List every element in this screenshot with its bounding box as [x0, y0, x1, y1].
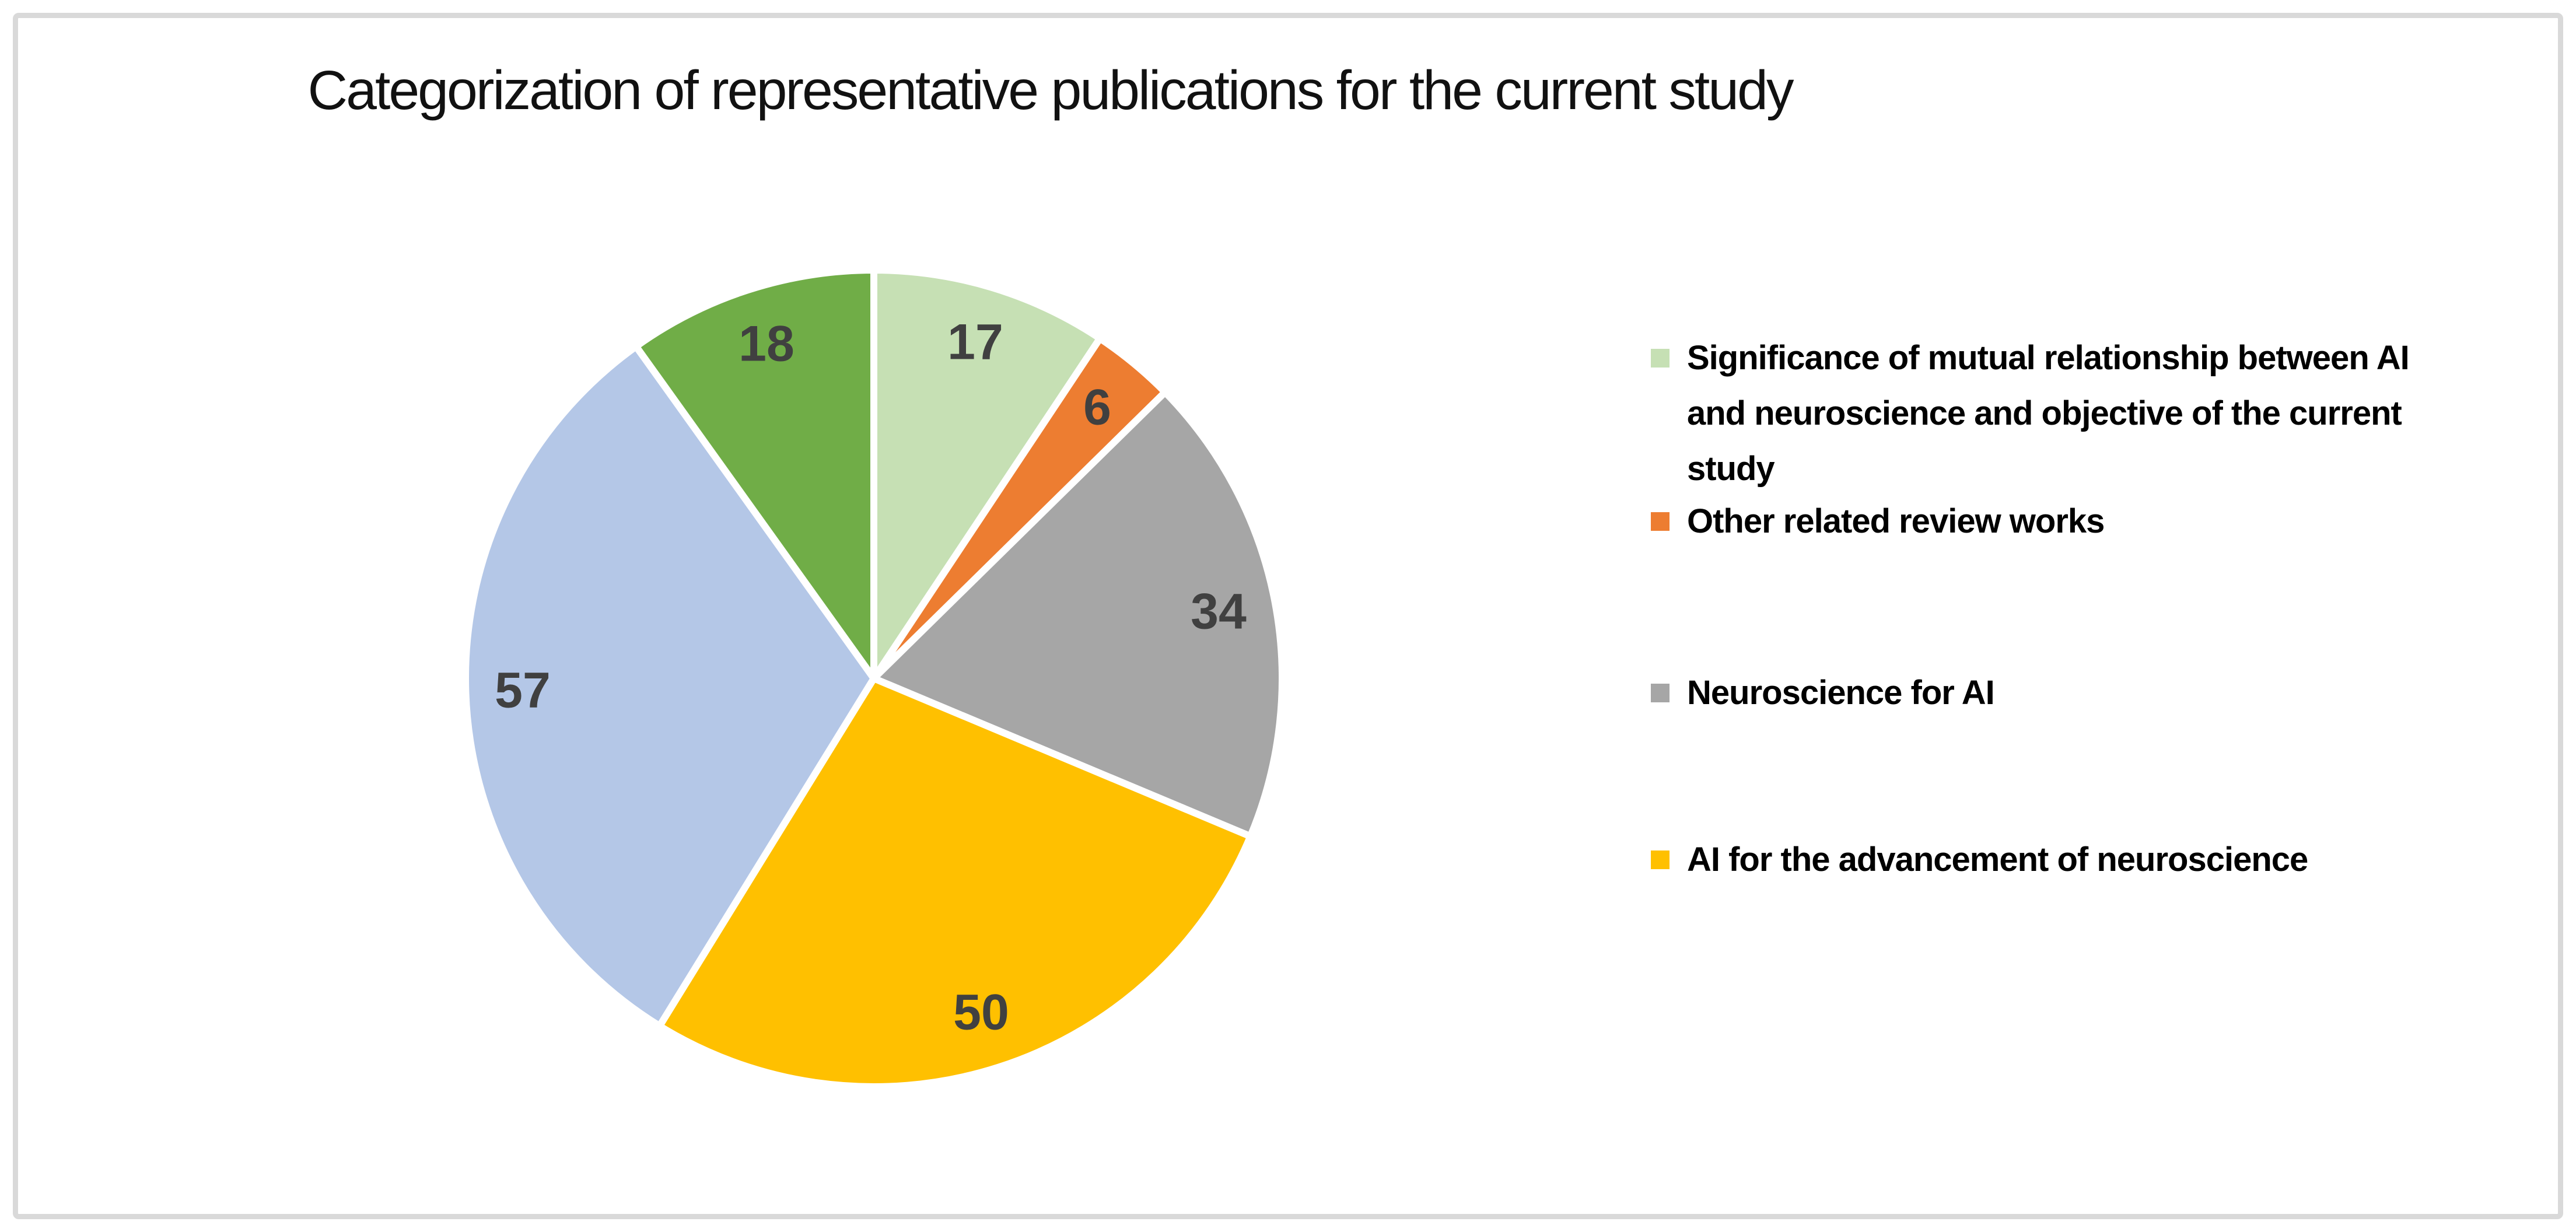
pie-svg	[462, 267, 1286, 1090]
legend-label: Other related review works	[1687, 502, 2105, 540]
legend-label: Neuroscience for AI	[1687, 674, 1995, 712]
pie-slice	[870, 267, 1104, 682]
legend-item: Neuroscience for AI	[1651, 665, 2543, 720]
pie-slice	[870, 388, 1286, 840]
slice-value-label: 57	[495, 662, 551, 719]
legend-item: Other related review works	[1651, 494, 2543, 549]
pie-slice	[632, 267, 877, 682]
legend-swatch	[1651, 512, 1670, 531]
legend-label: Significance of mutual relationship betw…	[1687, 339, 2410, 488]
pie-chart: 17 6 34 50 57 18	[434, 239, 1314, 1118]
slice-value-label: 34	[1191, 583, 1247, 640]
legend-label: AI for the advancement of neuroscience	[1687, 841, 2308, 878]
legend-swatch	[1651, 684, 1670, 702]
chart-title: Categorization of representative publica…	[307, 60, 1794, 121]
slice-value-label: 6	[1083, 379, 1111, 436]
legend-item: Significance of mutual relationship betw…	[1651, 330, 2543, 496]
chart-border	[13, 13, 2563, 1219]
legend-swatch	[1651, 349, 1670, 368]
legend-swatch	[1651, 850, 1670, 869]
slice-value-label: 17	[947, 314, 1003, 370]
legend-item: AI for the advancement of neuroscience	[1651, 832, 2543, 887]
pie-slice	[656, 675, 1254, 1090]
slice-value-label: 18	[738, 316, 794, 372]
pie-slice	[462, 342, 877, 1030]
slice-value-label: 50	[953, 984, 1009, 1041]
